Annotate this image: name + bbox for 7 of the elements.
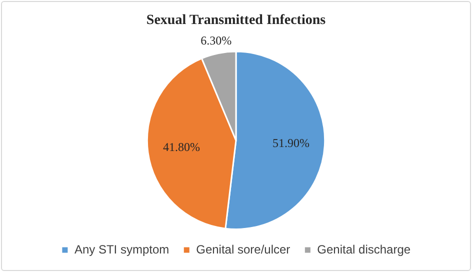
data-label: 6.30% <box>200 34 232 48</box>
legend-label: Genital discharge <box>317 242 411 256</box>
legend-label: Genital sore/ulcer <box>196 242 290 256</box>
legend-label: Any STI symptom <box>74 242 170 256</box>
data-label: 41.80% <box>162 140 200 154</box>
chart-title: Sexual Transmitted Infections <box>146 13 326 28</box>
data-label: 51.90% <box>272 136 310 150</box>
